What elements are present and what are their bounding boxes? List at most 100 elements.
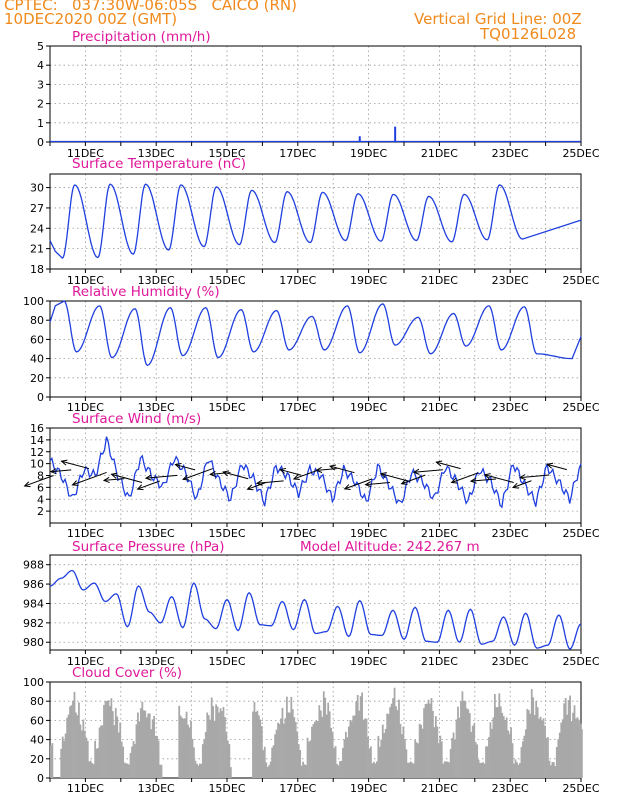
cloud-bar: [377, 736, 380, 778]
wind-arrow-head: [222, 470, 230, 477]
cloud-bar: [346, 737, 349, 778]
y-tick-label: 986: [23, 578, 44, 591]
cloud-bar: [225, 731, 228, 778]
cloud-bar: [517, 764, 520, 778]
cloud-bar: [511, 743, 514, 778]
cloud-bar: [138, 721, 141, 778]
cloud-bar: [336, 763, 338, 778]
cloud-bar: [184, 718, 186, 778]
cloud-bar: [561, 719, 564, 778]
cloud-bar: [412, 763, 415, 778]
cloud-bar: [427, 699, 430, 778]
cloud-bar: [529, 713, 532, 778]
cloud-bar: [88, 761, 91, 778]
y-tick-label: 0: [37, 391, 44, 404]
cloud-bar: [111, 711, 114, 778]
plot-frame: [49, 45, 582, 143]
cloud-bar: [92, 764, 95, 778]
temperature-line: [49, 183, 582, 260]
cloud-bar: [147, 713, 150, 778]
cloud-bar: [421, 728, 424, 778]
cloud-bar: [228, 744, 231, 778]
cloud-bar: [104, 701, 107, 778]
cloud-bar: [151, 719, 154, 778]
cloud-bar: [398, 699, 400, 778]
cloud-bar: [370, 746, 372, 778]
wind-arrow-head: [343, 484, 351, 490]
wind-arrow: [137, 480, 160, 490]
wind-arrow-head: [511, 482, 520, 489]
cloud-bar: [318, 705, 321, 778]
cloud-bar: [488, 737, 490, 778]
y-tick-label: 984: [23, 597, 44, 610]
cloud-bar: [483, 763, 486, 778]
cloud-bar: [550, 765, 552, 778]
cloud-bar: [536, 707, 539, 778]
cloud-bar: [284, 718, 287, 778]
wind-arrow-head: [246, 484, 254, 491]
cloud-bar: [60, 748, 63, 778]
cloud-bar: [430, 698, 433, 778]
cloud-bar: [510, 727, 512, 778]
wind-arrow-head: [60, 459, 68, 466]
cloud-bar: [345, 731, 347, 778]
cloud-bar: [471, 725, 474, 778]
y-tick-label: 2: [37, 505, 44, 518]
cloud-bar: [113, 725, 116, 778]
cloud-bar: [116, 716, 119, 778]
wind-arrow: [24, 475, 54, 487]
x-tick-label: 11DEC: [67, 147, 104, 160]
x-tick-label: 15DEC: [208, 274, 245, 287]
cloud-bar: [513, 763, 515, 778]
y-tick-label: 10: [30, 458, 44, 471]
cloud-bar: [563, 703, 566, 778]
cloud-bar: [91, 763, 94, 778]
cloud-bar: [454, 739, 456, 778]
wind-arrow: [103, 478, 125, 481]
cloud-bar: [280, 718, 282, 778]
x-tick-label: 15DEC: [208, 147, 245, 160]
cloud-bar: [544, 725, 546, 778]
wind-arrow: [222, 471, 249, 480]
cloud-bar: [426, 703, 428, 778]
cloud-bar: [572, 712, 574, 778]
cloud-bar: [200, 763, 203, 778]
cloud-bar: [210, 697, 213, 778]
wind-arrow-head: [412, 468, 420, 475]
cloud-bar: [141, 701, 144, 778]
cloud-bar: [424, 704, 427, 778]
wind-arrow: [61, 460, 90, 470]
x-tick-label: 25DEC: [562, 655, 599, 668]
cloud-bar: [390, 703, 393, 778]
cloud-bar: [474, 742, 477, 778]
cloud-bar: [145, 717, 148, 778]
wind-arrow-head: [144, 474, 152, 481]
cloud-bar: [101, 725, 104, 778]
cloud-bar: [191, 738, 194, 778]
cloud-bar: [477, 759, 480, 778]
plot-frame: [49, 173, 582, 270]
x-tick-label: 13DEC: [138, 782, 175, 795]
cloud-bar: [224, 717, 226, 778]
cloud-bar: [66, 717, 68, 778]
cloud-bar: [312, 723, 315, 778]
y-tick-label: 3: [37, 78, 44, 91]
wind-arrow: [72, 471, 107, 486]
cloud-bar: [263, 746, 266, 778]
wind-arrow: [436, 461, 461, 470]
cloud-bar: [294, 721, 297, 778]
cloud-bar: [120, 741, 123, 778]
cloud-bar: [95, 748, 98, 778]
cloud-bar: [570, 721, 573, 778]
cloud-bar: [485, 746, 487, 778]
cloud-bar: [502, 716, 505, 778]
cloud-bar: [293, 717, 296, 778]
cloud-bar: [137, 712, 139, 778]
cloud-bar: [215, 704, 217, 778]
cloud-bar: [386, 713, 389, 778]
cloud-bar: [153, 715, 156, 778]
wind-arrow: [111, 473, 143, 483]
plot-frame: [49, 554, 582, 651]
cloud-bar: [476, 744, 479, 778]
